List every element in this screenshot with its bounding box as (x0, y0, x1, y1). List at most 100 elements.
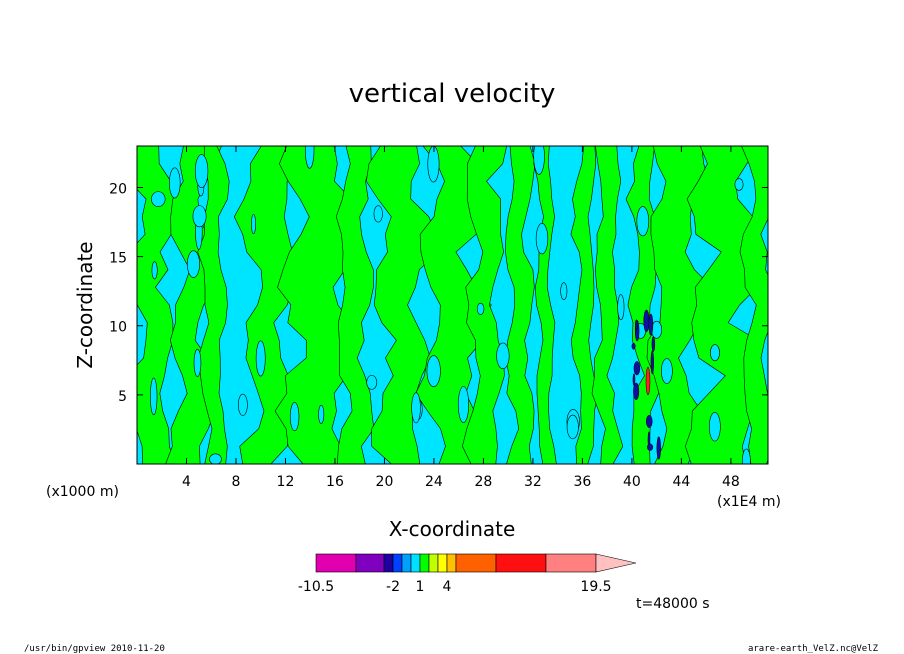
downdraft-pocket (169, 167, 181, 199)
downdraft-pocket (636, 206, 650, 237)
y-tick-label: 20 (109, 181, 127, 197)
x-tick-label: 20 (376, 474, 394, 490)
downdraft-pocket (209, 453, 222, 464)
x-tick-label: 36 (573, 474, 591, 490)
colorbar-segment (428, 553, 439, 573)
x-tick-label: 48 (722, 474, 740, 490)
x-tick-label: 44 (672, 474, 690, 490)
strong-core (633, 361, 641, 376)
strong-core (635, 319, 638, 330)
footer-left: /usr/bin/gpview 2010-11-20 (24, 644, 165, 654)
downdraft-pocket (741, 448, 751, 464)
downdraft-pocket (187, 250, 200, 278)
downdraft-pocket (373, 205, 383, 223)
downdraft-pocket (194, 154, 209, 188)
colorbar-segment (545, 553, 597, 573)
colorbar-segment (315, 553, 357, 573)
downdraft-pocket (255, 340, 266, 377)
colorbar-labels: -10.5 -2 1 4 19.5 (298, 579, 612, 595)
colorbar-segment (437, 553, 448, 573)
colorbar (315, 553, 637, 573)
downdraft-pocket (151, 191, 166, 207)
updraft-region (365, 146, 439, 464)
x-axis-label: X-coordinate (389, 517, 516, 541)
downdraft-pocket (476, 302, 485, 315)
colorbar-label: 4 (443, 579, 452, 595)
downdraft-pocket (496, 342, 510, 370)
strong-core (646, 414, 653, 429)
downdraft-pocket (289, 402, 300, 432)
strong-core (643, 309, 650, 333)
updraft-region (335, 146, 375, 464)
x-unit-right: (x1E4 m) (717, 494, 781, 510)
colorbar-segment (383, 553, 394, 573)
updraft-region (591, 146, 624, 464)
x-tick-label: 16 (326, 474, 344, 490)
colorbar-segment (446, 553, 457, 573)
downdraft-pocket (617, 294, 625, 321)
updraft-region (646, 146, 713, 464)
downdraft-pocket (426, 355, 441, 388)
plot-area (136, 145, 769, 465)
x-tick-label: 32 (524, 474, 542, 490)
colorbar-label: 19.5 (580, 579, 611, 595)
y-tick-label: 15 (109, 251, 127, 267)
colorbar-label: 1 (416, 579, 425, 595)
plot-frame (136, 145, 769, 465)
chart-title: vertical velocity (349, 79, 556, 109)
downdraft-pocket (734, 178, 744, 191)
downdraft-pocket (457, 386, 469, 423)
downdraft-pocket (710, 344, 720, 362)
downdraft-pocket (318, 404, 325, 424)
downdraft-pocket (661, 358, 673, 384)
colorbar-arrow (595, 553, 637, 573)
colorbar-segment (410, 553, 421, 573)
footer-right: arare-earth_VelZ.nc@VelZ (748, 644, 879, 654)
peak-core (645, 366, 651, 396)
strong-core (656, 436, 661, 460)
velocity-field (137, 146, 768, 464)
downdraft-pocket (192, 205, 207, 228)
x-tick-label: 8 (232, 474, 241, 490)
colorbar-segment (392, 553, 403, 573)
strong-core (632, 373, 636, 386)
downdraft-pocket (150, 377, 158, 416)
y-axis-label: Z-coordinate (73, 241, 97, 368)
strong-core (647, 443, 654, 451)
colorbar-segment (455, 553, 497, 573)
downdraft-pocket (566, 414, 579, 440)
colorbar-label: -10.5 (298, 579, 334, 595)
downdraft-pocket (366, 375, 378, 390)
updraft-region (533, 146, 557, 464)
x-axis: 4 8 12 16 20 24 28 32 36 40 44 48 (182, 146, 740, 490)
colorbar-segment (419, 553, 430, 573)
strong-core (633, 382, 640, 401)
y-tick-label: 5 (118, 389, 127, 405)
colorbar-segment (355, 553, 385, 573)
updraft-region (462, 146, 508, 464)
x-unit-left: (x1000 m) (46, 484, 119, 500)
updraft-region (137, 146, 177, 464)
y-axis: 5 10 15 20 (109, 181, 768, 405)
downdraft-pocket (411, 392, 421, 424)
downdraft-pocket (251, 213, 256, 235)
updraft-region (739, 146, 768, 464)
x-tick-label: 40 (623, 474, 641, 490)
x-tick-label: 28 (475, 474, 493, 490)
updraft-region (233, 146, 300, 464)
colorbar-segment (401, 553, 412, 573)
downdraft-pocket (533, 146, 545, 175)
colorbar-segment (495, 553, 547, 573)
colorbar-label: -2 (386, 579, 400, 595)
strong-core (651, 336, 656, 352)
strong-core (648, 313, 654, 336)
time-label: t=48000 s (636, 596, 710, 612)
x-tick-label: 24 (425, 474, 443, 490)
downdraft-pocket (237, 393, 248, 416)
downdraft-pocket (708, 411, 721, 442)
x-tick-label: 12 (277, 474, 295, 490)
downdraft-pocket (193, 348, 202, 377)
downdraft-pocket (535, 223, 549, 255)
strong-core (631, 342, 636, 350)
